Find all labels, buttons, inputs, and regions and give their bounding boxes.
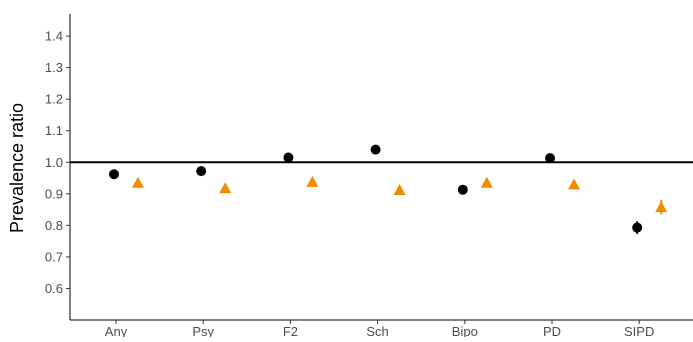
y-tick-label: 0.9 xyxy=(45,186,63,201)
x-tick-label: F2 xyxy=(283,324,298,337)
data-point-circle xyxy=(283,152,294,163)
x-tick-label: SIPD xyxy=(624,324,654,337)
x-tick-label: Sch xyxy=(366,324,388,337)
y-tick-label: 1.2 xyxy=(45,92,63,107)
data-point-triangle xyxy=(219,182,232,194)
data-points xyxy=(109,144,668,234)
y-ticks: 0.6 0.7 0.8 0.9 1.0 1.1 1.2 1.3 1.4 xyxy=(45,29,70,296)
y-axis-title: Prevalence ratio xyxy=(7,103,27,233)
y-tick-label: 1.1 xyxy=(45,123,63,138)
data-point-triangle xyxy=(306,175,319,187)
x-ticks: Any Psy F2 Sch Bipo PD SIPD xyxy=(105,320,654,339)
data-point-circle xyxy=(457,184,468,195)
x-tick-label: Any xyxy=(105,324,128,337)
data-point-triangle xyxy=(480,176,493,188)
data-point-circle xyxy=(109,169,119,180)
data-point-triangle xyxy=(132,176,144,188)
x-tick-label: Psy xyxy=(192,324,214,337)
x-tick-label: PD xyxy=(543,324,561,337)
data-point-triangle xyxy=(393,184,406,196)
data-point-circle xyxy=(196,166,207,177)
y-tick-label: 1.3 xyxy=(45,60,63,75)
data-point-triangle xyxy=(655,201,668,213)
y-tick-label: 0.8 xyxy=(45,218,63,233)
y-tick-label: 0.6 xyxy=(45,281,63,296)
data-point-triangle xyxy=(568,178,580,190)
y-tick-label: 1.0 xyxy=(45,155,63,170)
data-point-circle xyxy=(632,222,643,233)
x-tick-label: Bipo xyxy=(452,324,478,337)
data-point-circle xyxy=(370,144,381,155)
y-tick-label: 0.7 xyxy=(45,249,63,264)
data-point-circle xyxy=(545,153,555,164)
y-tick-label: 1.4 xyxy=(45,29,63,44)
